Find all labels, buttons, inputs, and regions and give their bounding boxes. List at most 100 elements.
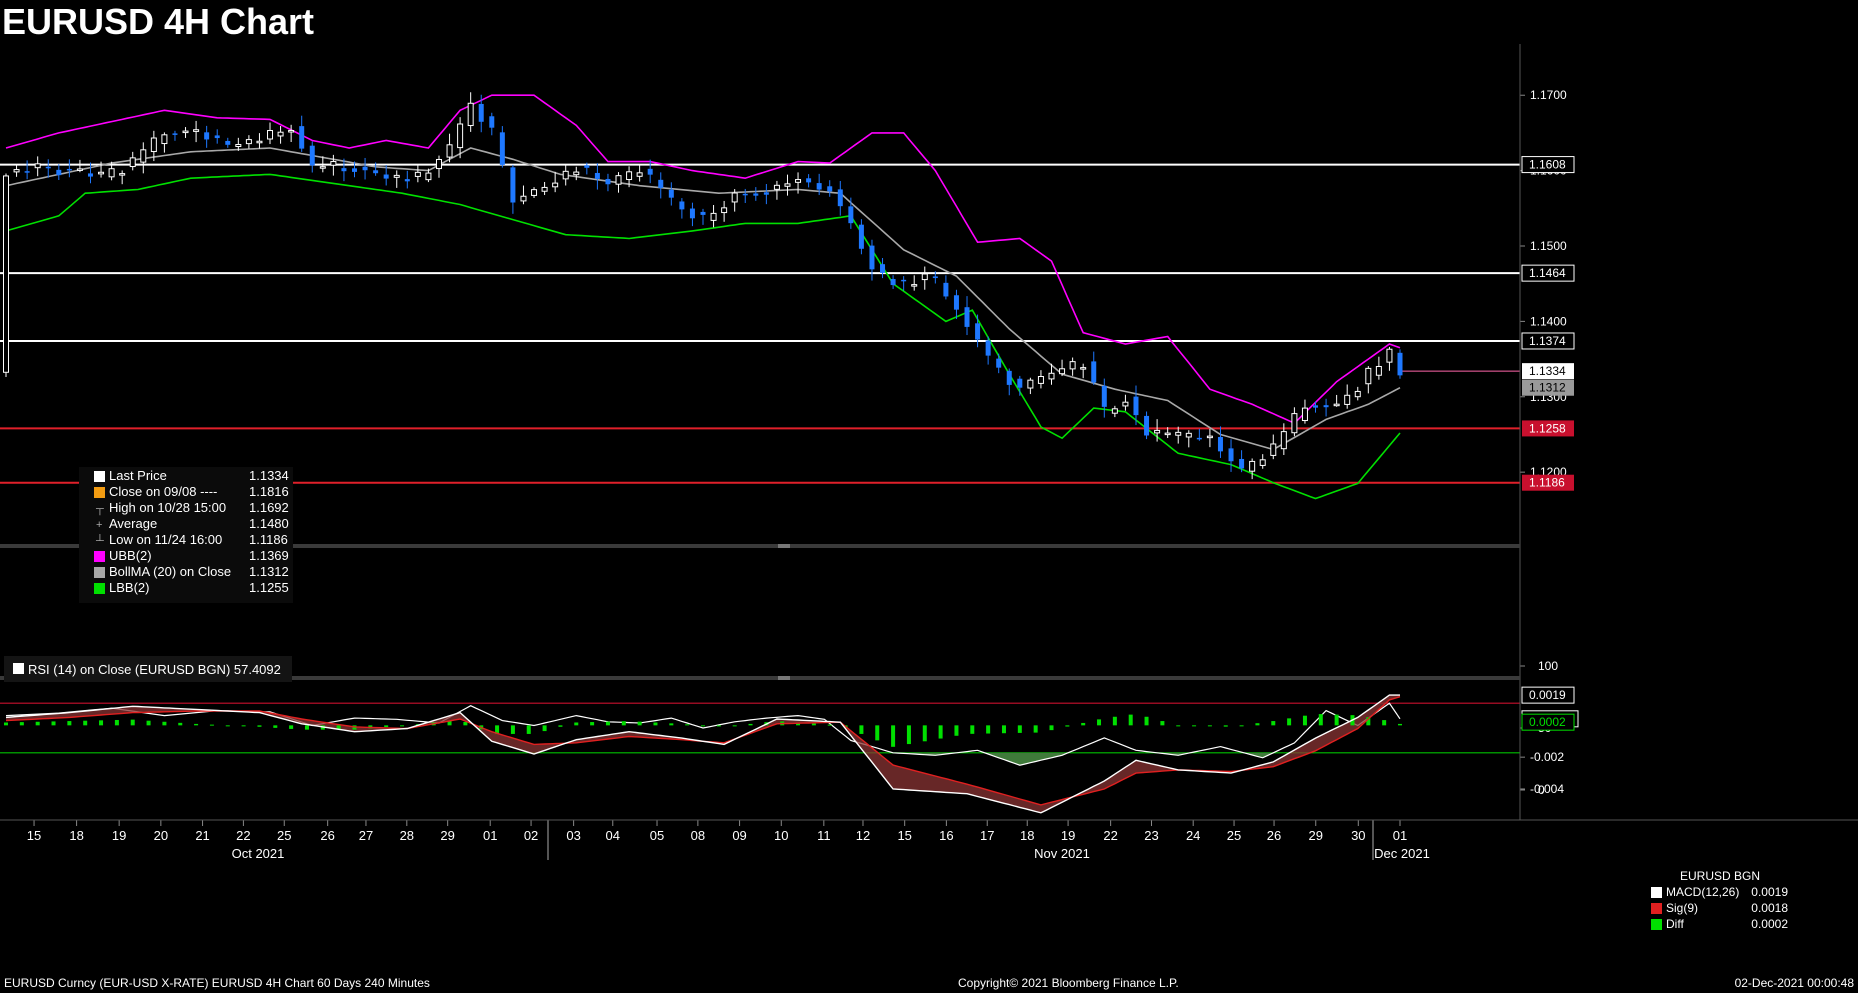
candle-body	[1164, 432, 1171, 436]
footer-security: EURUSD Curncy (EUR-USD X-RATE) EURUSD 4H…	[4, 976, 430, 990]
last-price-tag-label: 1.1334	[1529, 364, 1566, 378]
candle-body	[996, 358, 1002, 368]
price-tick-label: 1.1400	[1530, 314, 1567, 328]
level-tag-label: 1.1374	[1529, 334, 1566, 348]
candle-body	[76, 168, 83, 171]
candle-body	[700, 211, 706, 215]
price-axis: 1.17001.16001.15001.14001.13001.12001.16…	[1520, 88, 1575, 491]
level-tag-label: 1.1258	[1529, 421, 1566, 435]
moving-average-tag-label: 1.1312	[1529, 381, 1566, 395]
candle-body	[636, 172, 643, 177]
separator-handle	[778, 676, 790, 680]
candle-body	[1069, 361, 1076, 370]
rsi-tick-label: 100	[1538, 659, 1558, 673]
legend-label: Last Price	[109, 468, 167, 483]
macd-histogram-bar	[685, 724, 690, 726]
candle-body	[66, 168, 72, 171]
candle-body	[457, 123, 464, 149]
candle-body	[1280, 431, 1287, 450]
candle-body	[573, 171, 580, 176]
candle-body	[1313, 405, 1319, 408]
candle-body	[362, 166, 368, 171]
macd-histogram-bar	[922, 725, 927, 742]
price-tick-label: 1.1700	[1530, 88, 1567, 102]
candle-body	[309, 145, 315, 166]
panel-separator	[0, 544, 1520, 548]
candle-body	[404, 179, 410, 182]
date-tick-label: 27	[359, 828, 373, 843]
average-icon: +	[96, 519, 102, 531]
macd-histogram-bar	[954, 725, 959, 736]
macd-tick-label: -0.002	[1530, 750, 1564, 764]
candle-body	[837, 189, 843, 207]
candle-body	[710, 212, 717, 221]
candle-body	[373, 170, 379, 174]
level-tag	[1521, 264, 1575, 282]
macd-histogram-bar	[669, 723, 674, 726]
candle-body	[1228, 448, 1234, 462]
candle-body	[352, 168, 357, 172]
legend-label: Close on 09/08 ----	[109, 484, 217, 499]
legend-value: 1.1255	[249, 580, 289, 595]
candle-body	[277, 131, 284, 137]
candle-body	[1365, 367, 1372, 385]
date-tick-label: 26	[320, 828, 334, 843]
legend-value: 1.1816	[249, 484, 289, 499]
candle-body	[1270, 443, 1277, 456]
date-tick-label: 26	[1267, 828, 1281, 843]
level-tag-label: 1.1186	[1529, 476, 1565, 490]
candle-body	[245, 139, 252, 145]
date-tick-label: 15	[897, 828, 911, 843]
macd-histogram-bar	[194, 723, 199, 726]
month-label: Nov 2021	[1034, 846, 1090, 861]
macd-histogram-bar	[273, 725, 278, 728]
macd-signal-line	[5, 696, 1401, 806]
low-icon: ┴	[95, 533, 104, 547]
date-tick-label: 22	[236, 828, 250, 843]
macd-histogram-bar	[1207, 725, 1212, 727]
macd-histogram-bar	[1318, 714, 1323, 726]
macd-histogram-bar	[1239, 725, 1244, 727]
candle-body	[921, 273, 928, 281]
macd-legend-label: Diff	[1666, 917, 1684, 931]
price-legend-bg	[79, 467, 293, 603]
candle-body	[784, 183, 791, 187]
macd-histogram-bar	[1271, 721, 1276, 726]
last-price-tag	[1522, 363, 1574, 380]
candle-body	[467, 102, 474, 127]
macd-histogram-bar	[748, 723, 753, 726]
macd-histogram-bar	[1287, 718, 1292, 726]
candle-body	[1217, 436, 1223, 452]
macd-histogram-bar	[558, 725, 563, 727]
date-tick-label: 15	[27, 828, 41, 843]
macd-histogram-bar	[526, 725, 531, 734]
candle-body	[1037, 376, 1044, 384]
candle-body	[773, 184, 780, 190]
candle-body	[848, 206, 854, 224]
candle-body	[806, 178, 812, 183]
candle-body	[1323, 405, 1329, 408]
macd-histogram-bar	[1334, 714, 1339, 726]
candle-body	[795, 179, 802, 183]
horizontal-lines	[0, 163, 1520, 484]
legend-swatch	[94, 567, 105, 578]
candle-body	[1080, 367, 1087, 370]
macd-histogram-bar	[859, 725, 864, 734]
macd-histogram-bar	[146, 720, 151, 726]
legend-value: 1.1334	[249, 468, 289, 483]
macd-histogram-bar	[1302, 715, 1307, 726]
date-tick-label: 28	[400, 828, 414, 843]
candle-body	[1175, 431, 1182, 436]
candle-body	[562, 170, 569, 180]
candle-body	[1291, 413, 1298, 434]
candle-body	[161, 134, 168, 145]
macd-legend-title: EURUSD BGN	[1680, 869, 1760, 883]
candle-body	[235, 144, 242, 147]
footer-timestamp: 02-Dec-2021 00:00:48	[1734, 976, 1854, 990]
candle-body	[393, 174, 400, 178]
candle-body	[880, 264, 886, 273]
legend-label: Average	[109, 516, 157, 531]
candle-body	[45, 166, 51, 169]
date-tick-label: 12	[856, 828, 870, 843]
